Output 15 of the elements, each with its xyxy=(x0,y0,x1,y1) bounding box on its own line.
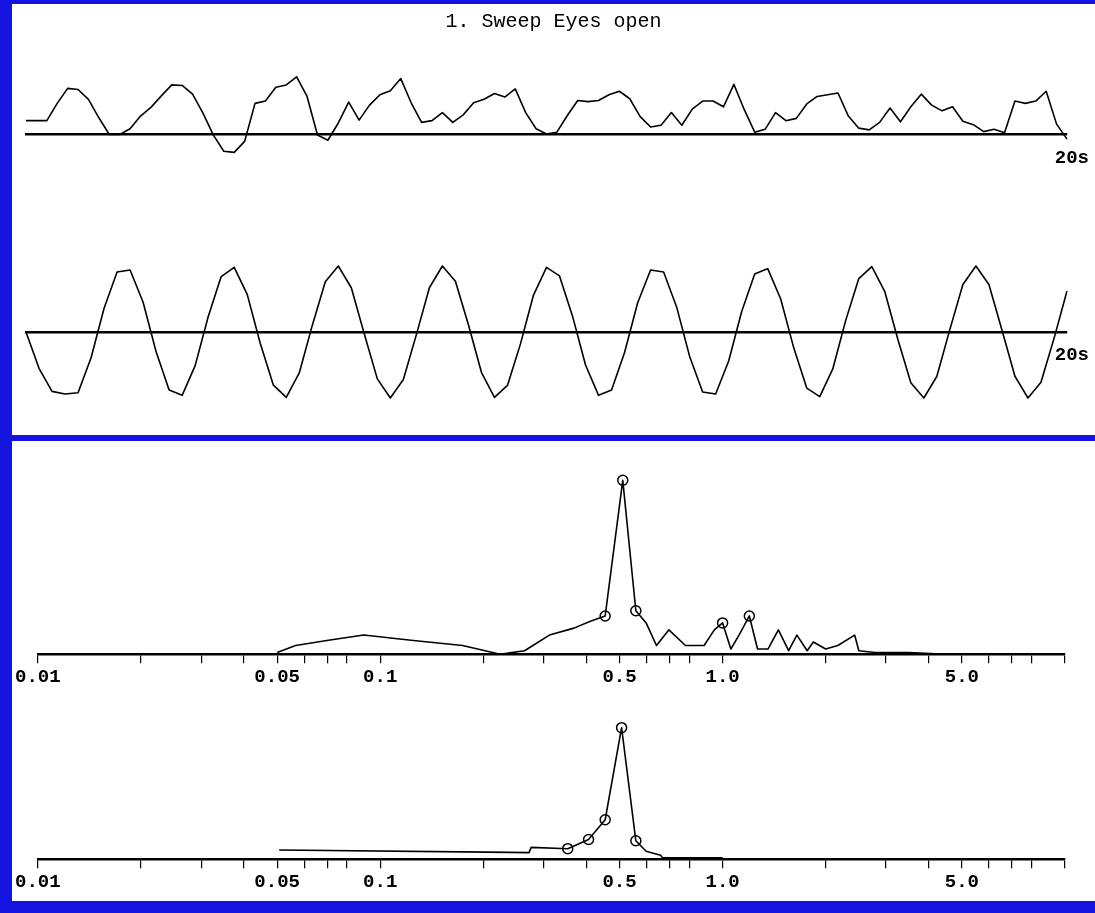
x-tick-label: 5.0 xyxy=(944,666,980,689)
annotation: 20s xyxy=(1054,344,1089,367)
x-tick-label: 0.01 xyxy=(15,666,61,689)
annotation: 20s xyxy=(1054,146,1089,169)
x-tick-label: 0.05 xyxy=(254,871,300,894)
x-tick-label: 0.5 xyxy=(602,871,637,894)
x-tick-label: 0.01 xyxy=(15,871,61,894)
x-tick-label: 0.05 xyxy=(254,666,300,689)
x-tick-label: 0.1 xyxy=(363,871,398,894)
x-tick-label: 0.5 xyxy=(602,666,637,689)
chart-title: 1. Sweep Eyes open xyxy=(444,9,663,35)
x-tick-label: 1.0 xyxy=(705,871,740,894)
x-tick-label: 0.1 xyxy=(363,666,398,689)
x-tick-label: 1.0 xyxy=(705,666,740,689)
x-tick-label: 5.0 xyxy=(944,871,980,894)
